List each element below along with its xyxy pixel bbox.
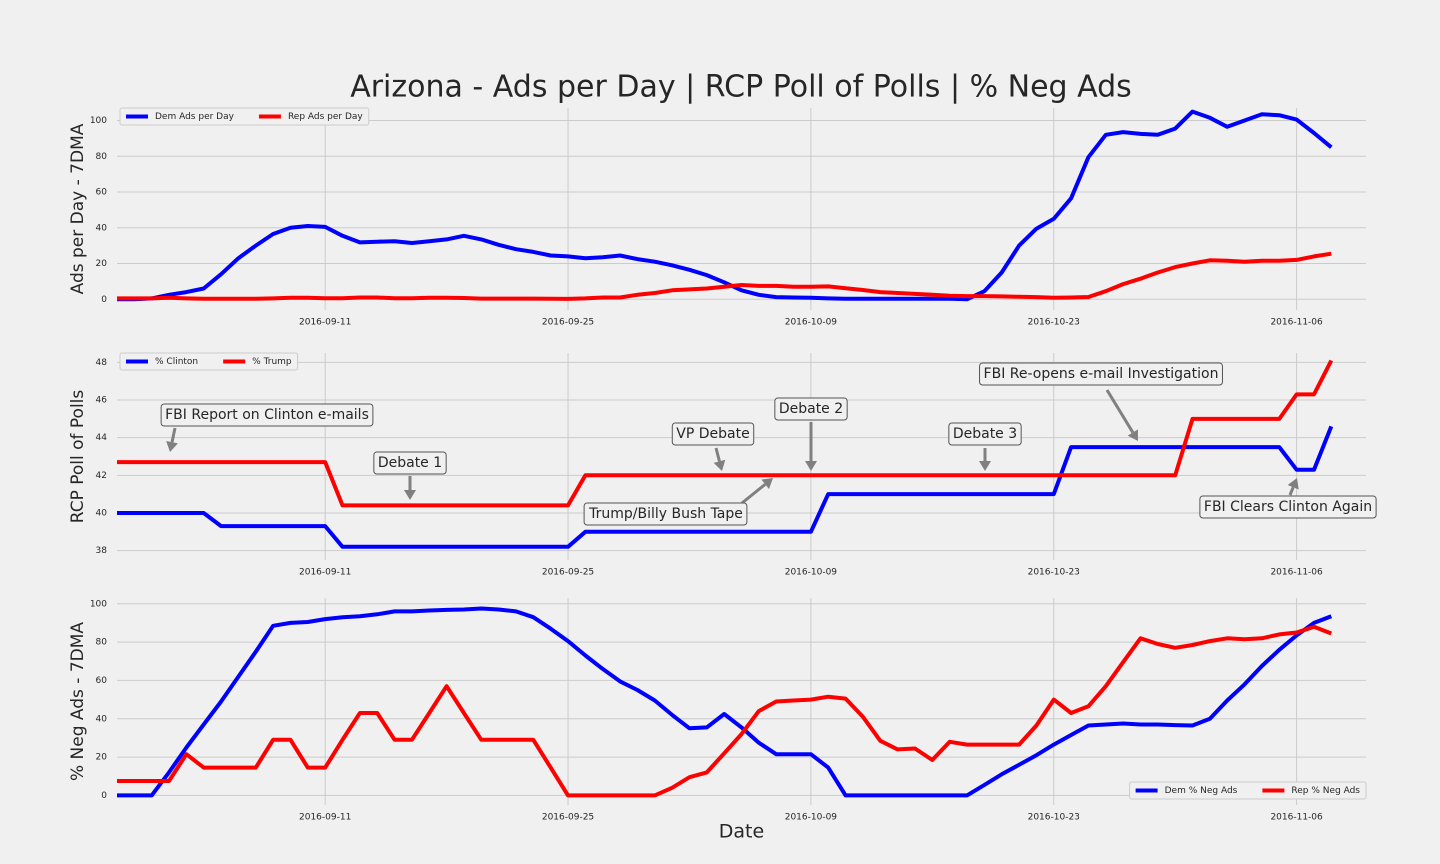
x-tick-label: 2016-10-09 (785, 813, 838, 823)
annotation-arrow (714, 447, 721, 462)
y-tick-label: 60 (96, 676, 108, 686)
annotation-arrowhead (1287, 478, 1299, 490)
annotation-text: FBI Re-opens e-mail Investigation (984, 366, 1219, 382)
legend-label: Dem Ads per Day (155, 112, 235, 122)
annotation-arrowhead (1127, 429, 1138, 441)
legend: Dem % Neg Ads Rep % Neg Ads (1129, 781, 1367, 800)
annotation-arrow (741, 483, 767, 505)
legend-label: % Trump (252, 357, 292, 367)
legend-label: Dem % Neg Ads (1165, 786, 1238, 796)
y-tick-label: 40 (96, 508, 108, 518)
y-tick-label: 42 (96, 471, 107, 481)
annotation-box (774, 397, 848, 421)
series-line (117, 425, 1334, 549)
y-tick-label: 20 (96, 753, 108, 763)
annotation-arrow (1105, 389, 1135, 434)
y-tick-label: 46 (96, 396, 108, 406)
x-tick-label: 2016-11-06 (1270, 568, 1323, 578)
annotation-text: Debate 2 (779, 401, 843, 417)
x-tick-label: 2016-10-23 (1028, 318, 1080, 328)
x-tick-label: 2016-10-23 (1028, 813, 1080, 823)
legend: % Clinton % Trump (119, 352, 299, 371)
y-tick-label: 100 (90, 599, 107, 609)
x-tick-label: 2016-09-11 (299, 318, 351, 328)
annotation-arrow (1288, 486, 1295, 496)
annotation-box (583, 502, 748, 526)
y-axis-label: Ads per Day - 7DMA (68, 123, 88, 294)
x-tick-label: 2016-11-06 (1270, 318, 1323, 328)
x-tick-label: 2016-10-23 (1028, 568, 1080, 578)
x-tick-label: 2016-11-06 (1270, 813, 1323, 823)
y-tick-label: 40 (96, 714, 108, 724)
x-tick-label: 2016-09-25 (542, 568, 594, 578)
x-tick-label: 2016-09-25 (542, 318, 594, 328)
chart-title: Arizona - Ads per Day | RCP Poll of Poll… (350, 70, 1132, 105)
y-tick-label: 44 (96, 433, 108, 443)
x-tick-label: 2016-09-11 (299, 813, 351, 823)
y-tick-label: 38 (96, 546, 108, 556)
x-axis-label: Date (719, 821, 764, 843)
annotation-box (373, 451, 447, 475)
annotation-text: FBI Report on Clinton e-mails (165, 407, 369, 423)
legend: Dem Ads per Day Rep Ads per Day (119, 107, 370, 126)
y-tick-label: 60 (96, 188, 108, 198)
x-tick-label: 2016-09-11 (299, 568, 351, 578)
annotation-text: Trump/Billy Bush Tape (588, 506, 743, 522)
x-tick-label: 2016-10-09 (785, 318, 838, 328)
annotation-box (671, 422, 755, 446)
annotation-arrowhead (404, 490, 416, 500)
series-line (117, 606, 1333, 798)
y-tick-label: 100 (90, 116, 107, 126)
y-axis-label: % Neg Ads - 7DMA (68, 622, 88, 781)
annotation-text: VP Debate (676, 426, 749, 442)
series-line (117, 624, 1333, 798)
annotation-box (948, 422, 1022, 446)
y-tick-label: 80 (96, 638, 108, 648)
annotation-text: Debate 1 (378, 455, 442, 471)
y-tick-label: 20 (96, 259, 108, 269)
y-axis-label: RCP Poll of Polls (68, 390, 88, 524)
annotation-box (979, 362, 1223, 386)
series-line (117, 109, 1333, 302)
y-tick-label: 40 (96, 223, 108, 233)
series-line (117, 251, 1332, 301)
legend-label: % Clinton (155, 357, 198, 367)
annotation-arrowhead (166, 440, 178, 452)
legend-label: Rep Ads per Day (288, 112, 363, 122)
annotation-text: Debate 3 (953, 426, 1017, 442)
y-tick-label: 0 (101, 791, 107, 801)
annotation-text: FBI Clears Clinton Again (1204, 499, 1372, 515)
legend-box (119, 107, 370, 126)
annotation-arrow (170, 427, 177, 443)
x-tick-label: 2016-09-25 (542, 813, 594, 823)
series-line (117, 359, 1334, 508)
annotation-arrowhead (713, 459, 726, 471)
y-tick-label: 0 (101, 295, 107, 305)
legend-box (1129, 781, 1367, 800)
annotation-arrowhead (761, 478, 773, 489)
legend-box (119, 352, 299, 371)
x-tick-label: 2016-10-09 (785, 568, 838, 578)
annotation-box (160, 403, 374, 427)
annotation-box (1199, 495, 1377, 519)
y-tick-label: 48 (96, 358, 108, 368)
annotation-arrowhead (805, 461, 817, 471)
legend-label: Rep % Neg Ads (1291, 786, 1360, 796)
y-tick-label: 80 (96, 152, 108, 162)
annotation-arrowhead (979, 461, 991, 471)
